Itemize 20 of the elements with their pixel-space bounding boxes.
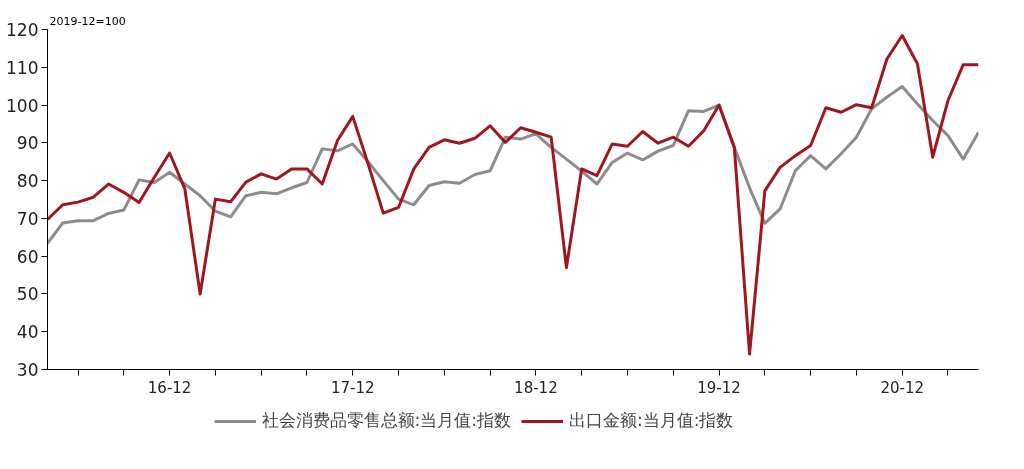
text: 2019-12=100	[49, 14, 126, 28]
line-series	[47, 85, 979, 245]
x-tick-label: 18-12	[514, 378, 558, 397]
legend-label: 社会消费品零售总额:当月值:指数	[261, 409, 511, 432]
x-tick-label: 16-12	[147, 378, 192, 397]
x-tick-label: 19-12	[697, 378, 741, 397]
x-tick-label: 20-12	[880, 378, 924, 397]
y-tick-label: 40	[16, 322, 39, 343]
y-tick-label: 30	[16, 360, 39, 380]
y-tick-label: 70	[16, 208, 39, 229]
legend-label: 出口金额:当月值:指数	[569, 409, 734, 432]
x-tick-label: 17-12	[330, 378, 375, 397]
y-tick-label: 110	[6, 57, 39, 78]
line-series	[47, 34, 979, 356]
y-tick-label: 120	[6, 20, 39, 40]
y-tick-label: 60	[16, 246, 39, 267]
y-tick-label: 100	[6, 95, 39, 116]
y-tick-label: 50	[16, 284, 39, 305]
y-tick-label: 80	[16, 171, 39, 192]
y-tick-label: 90	[16, 133, 39, 154]
